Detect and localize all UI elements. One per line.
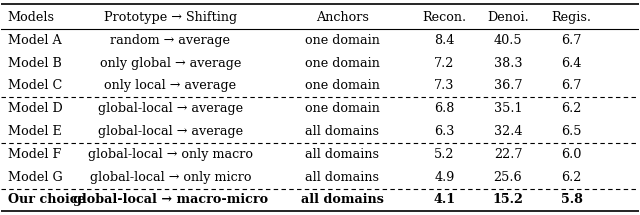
Text: Our choice: Our choice (8, 194, 85, 206)
Text: one domain: one domain (305, 57, 380, 69)
Text: only global → average: only global → average (100, 57, 241, 69)
Text: one domain: one domain (305, 79, 380, 92)
Text: Model B: Model B (8, 57, 61, 69)
Text: Model G: Model G (8, 170, 63, 184)
Text: 7.2: 7.2 (434, 57, 454, 69)
Text: all domains: all domains (305, 170, 380, 184)
Text: global-local → average: global-local → average (98, 102, 243, 115)
Text: one domain: one domain (305, 102, 380, 115)
Text: 6.7: 6.7 (561, 34, 582, 47)
Text: global-local → only micro: global-local → only micro (90, 170, 251, 184)
Text: 7.3: 7.3 (434, 79, 454, 92)
Text: 5.8: 5.8 (561, 194, 582, 206)
Text: one domain: one domain (305, 34, 380, 47)
Text: 15.2: 15.2 (493, 194, 524, 206)
Text: 35.1: 35.1 (493, 102, 522, 115)
Text: 6.5: 6.5 (561, 125, 582, 138)
Text: all domains: all domains (301, 194, 384, 206)
Text: Model D: Model D (8, 102, 63, 115)
Text: 5.2: 5.2 (434, 148, 454, 161)
Text: 6.8: 6.8 (434, 102, 454, 115)
Text: random → average: random → average (110, 34, 230, 47)
Text: 40.5: 40.5 (493, 34, 522, 47)
Text: 32.4: 32.4 (493, 125, 522, 138)
Text: 6.2: 6.2 (561, 102, 582, 115)
Text: 25.6: 25.6 (493, 170, 522, 184)
Text: Model E: Model E (8, 125, 61, 138)
Text: Model C: Model C (8, 79, 62, 92)
Text: 4.1: 4.1 (433, 194, 455, 206)
Text: Model A: Model A (8, 34, 61, 47)
Text: Models: Models (8, 11, 55, 24)
Text: 6.2: 6.2 (561, 170, 582, 184)
Text: Regis.: Regis. (552, 11, 592, 24)
Text: 6.7: 6.7 (561, 79, 582, 92)
Text: all domains: all domains (305, 125, 380, 138)
Text: Recon.: Recon. (422, 11, 467, 24)
Text: global-local → average: global-local → average (98, 125, 243, 138)
Text: 36.7: 36.7 (493, 79, 522, 92)
Text: Anchors: Anchors (316, 11, 369, 24)
Text: only local → average: only local → average (104, 79, 236, 92)
Text: 8.4: 8.4 (434, 34, 454, 47)
Text: 6.0: 6.0 (561, 148, 582, 161)
Text: Prototype → Shifting: Prototype → Shifting (104, 11, 237, 24)
Text: 6.3: 6.3 (434, 125, 454, 138)
Text: 6.4: 6.4 (561, 57, 582, 69)
Text: all domains: all domains (305, 148, 380, 161)
Text: Model F: Model F (8, 148, 61, 161)
Text: 4.9: 4.9 (434, 170, 454, 184)
Text: global-local → macro-micro: global-local → macro-micro (73, 194, 268, 206)
Text: 22.7: 22.7 (493, 148, 522, 161)
Text: Denoi.: Denoi. (487, 11, 529, 24)
Text: 38.3: 38.3 (493, 57, 522, 69)
Text: global-local → only macro: global-local → only macro (88, 148, 253, 161)
